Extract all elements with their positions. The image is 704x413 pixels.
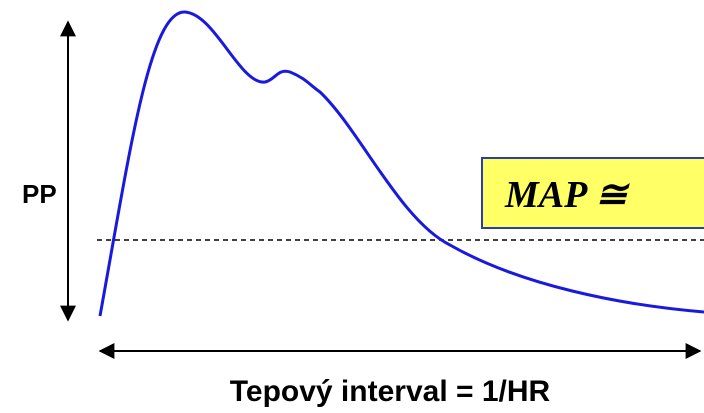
formula-box [481, 157, 704, 229]
pressure-curve [98, 10, 704, 317]
formula: MAP ≅ [504, 174, 630, 216]
x-axis-label: Tepový interval = 1/HR [230, 375, 551, 408]
pp-label: PP [22, 179, 57, 209]
